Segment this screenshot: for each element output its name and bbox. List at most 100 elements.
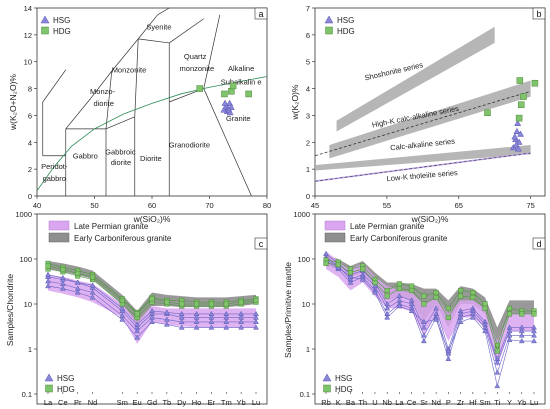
hdg-point [409,287,415,294]
y-tick-label: 6 [28,111,32,120]
hdg-point [494,348,500,354]
panel-label: c [259,239,264,249]
field-boundary [134,38,139,117]
y-tick-label: 7 [306,4,310,13]
legend-bands: Late Permian granite Early Carboniferous… [48,220,172,243]
series-label-calc-alkaline: Calc-alkaline series [390,137,456,153]
sample-lines [45,260,259,340]
field-label: Granite [226,114,251,123]
band-early-carboniferous [48,261,256,325]
legend-label-hdg: HDG [335,385,353,394]
y-tick-label: 0.1 [300,390,310,399]
y-tick-label: 4 [28,138,32,147]
x-tick-label: Ce [58,398,68,407]
field-boundary [138,38,170,44]
hsg-point [89,294,96,300]
hdg-point [484,109,491,116]
hsg-point [457,318,464,324]
x-tick-label: Sm [479,398,490,407]
hsg-point [163,309,170,315]
legend: HSG HDG [40,15,71,36]
y-tick-label: 1000 [15,210,32,219]
field-boundary [203,88,252,197]
axis-ticks: Rb K Ba Th U Nb La Ce Sr Nd P Zr Hf Sm Ti Y Yb Lu 0.1 1 10 10… [293,210,538,407]
hdg-point [119,297,125,303]
hsg-point [494,369,501,375]
legend-swatch-late-permian [324,220,346,231]
hsg-point [193,318,200,324]
x-tick-label: Er [208,398,216,407]
plot-frame [36,7,268,197]
hdg-point [384,287,390,294]
hdg-point [519,311,525,317]
hdg-point [179,301,185,307]
hdg-point [90,274,96,280]
legend-label-hdg: HDG [53,27,71,36]
hsg-point [420,337,427,344]
plot-frame [36,213,268,405]
hsg-point [396,302,403,309]
field-label: Subalkalin e [221,78,262,87]
x-tick-label: Rb [321,398,331,407]
legend-swatch-early-carboniferous [324,232,346,243]
y-tick-label: 0 [306,192,310,201]
y-tick-label: 100 [297,255,310,264]
hsg-point [408,307,415,314]
hdg-point [445,305,451,311]
x-tick-label: Th [358,398,367,407]
hsg-point [45,282,51,289]
legend-marker-hdg [41,26,49,35]
legend-marker-hdg [45,384,53,393]
legend-bands: Late Permian granite Early Carboniferous… [324,220,448,243]
y-tick-label: 6 [306,31,310,40]
hdg-point [60,267,66,273]
hdg-point [245,90,252,98]
legend-swatch-early-carboniferous [48,232,70,243]
hsg-point [514,119,522,126]
hsg-point [223,318,230,324]
hdg-point [518,101,525,108]
hdg-point [458,293,464,299]
hdg-point [433,289,439,296]
hdg-point [229,82,237,90]
hsg-point [494,359,501,365]
x-tick-label: 65 [455,201,463,210]
hdg-point [164,299,170,305]
y-tick-label: 1000 [293,210,310,219]
hsg-point [518,337,525,344]
hsg-point [482,327,488,334]
hsg-point [506,336,513,342]
legend-marker-hdg [323,384,331,393]
hsg-point [223,310,230,317]
hsg-point [420,332,427,338]
legend-marker-hsg [44,373,54,382]
y-tick-label: 0 [28,192,32,201]
legend-label-hdg: HDG [337,27,355,36]
hsg-point [420,324,427,330]
hdg-point [515,114,523,122]
legend-samples: HSG HDG [322,373,353,394]
hdg-point [223,301,229,307]
hdg-point [396,286,402,292]
shoshonite-band [336,26,495,132]
y-tick-label: 10 [24,300,32,309]
hsg-point [89,282,96,288]
sample-lines [323,250,537,389]
hdg-point [335,262,341,268]
hdg-point [149,296,155,302]
hsg-point [515,138,523,145]
field-boundary [105,71,113,129]
hsg-point [178,318,185,324]
x-tick-label: Tb [162,398,171,407]
hdg-point [482,301,488,307]
field-label: Monzonite [112,65,147,74]
hdg-point [482,305,488,311]
y-tick-label: 0.1 [22,390,32,399]
hdg-point [433,294,439,300]
data-points [484,77,539,152]
hsg-point [469,314,476,320]
hsg-point [223,324,230,330]
